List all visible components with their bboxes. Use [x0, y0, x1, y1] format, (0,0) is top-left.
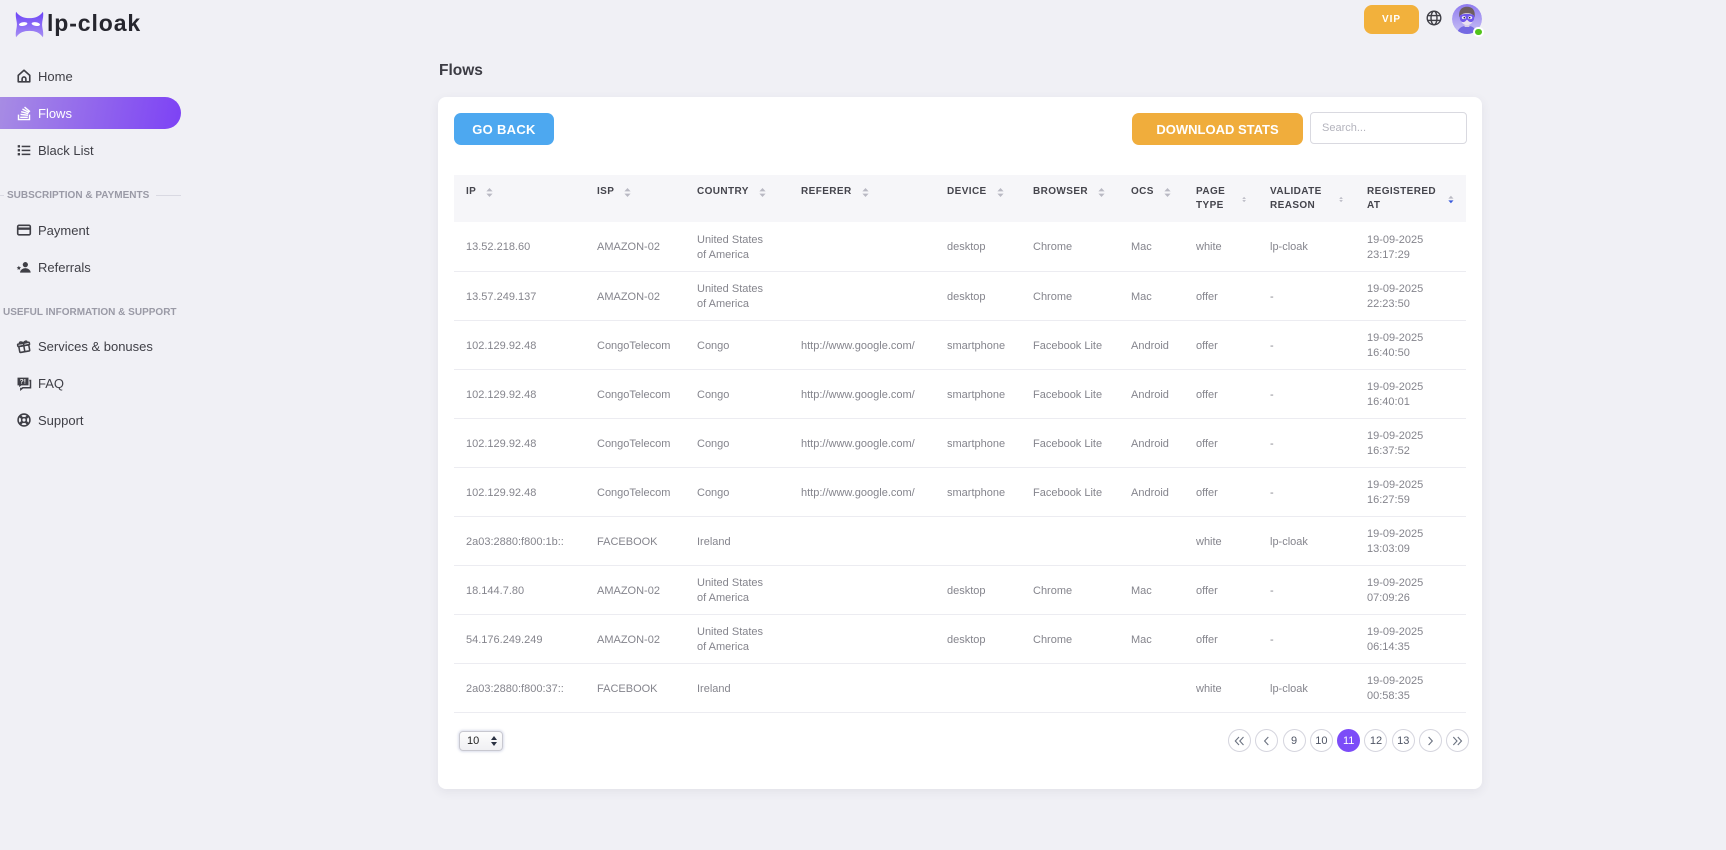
- svg-text:?!: ?!: [20, 379, 26, 386]
